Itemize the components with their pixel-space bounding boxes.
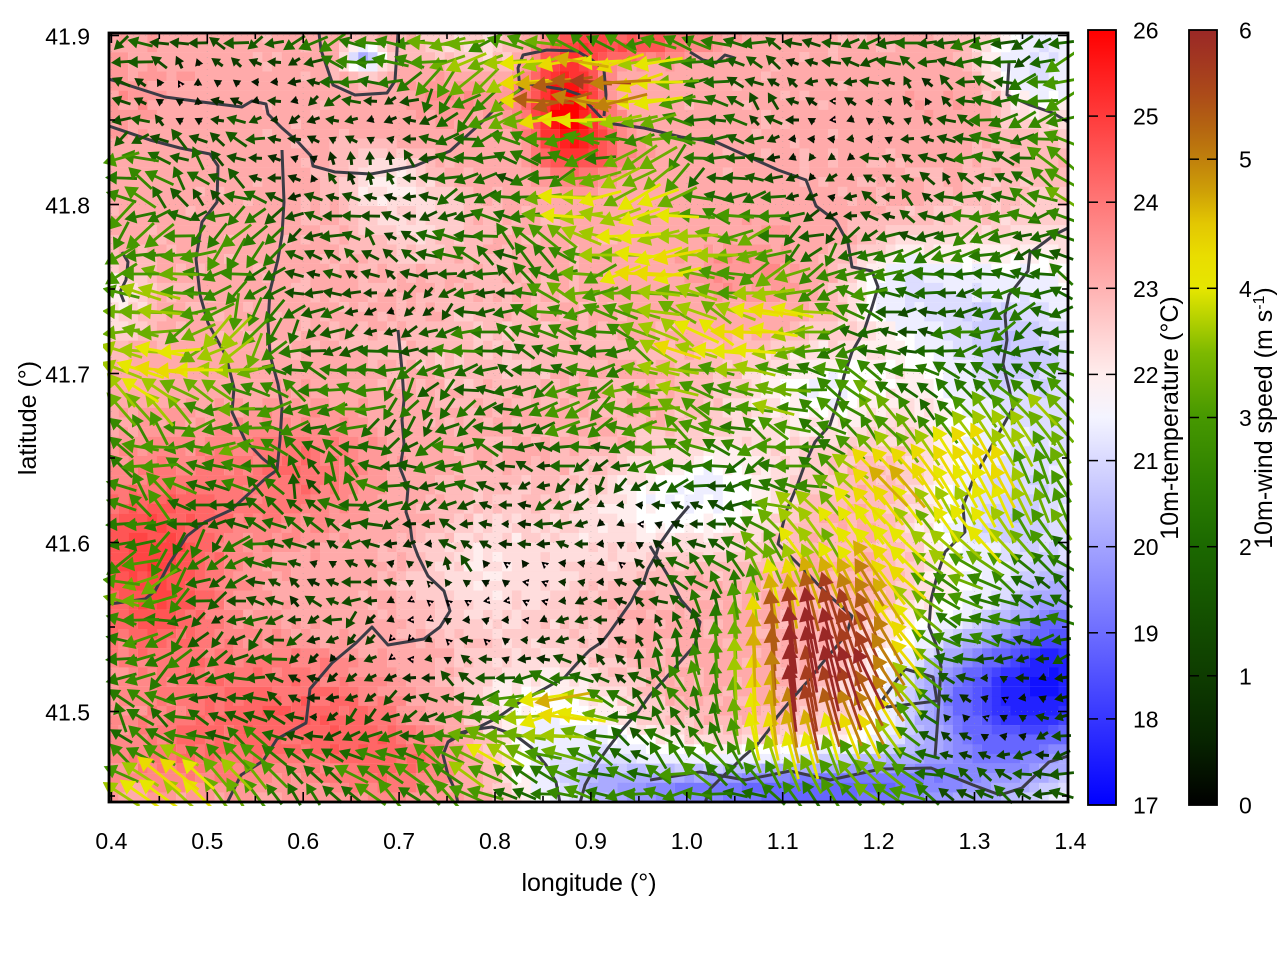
svg-text:0.9: 0.9 [575,828,607,854]
svg-text:41.9: 41.9 [45,24,90,50]
svg-text:23: 23 [1133,276,1159,302]
svg-text:18: 18 [1133,706,1159,732]
svg-text:0.8: 0.8 [479,828,511,854]
svg-text:0.6: 0.6 [287,828,319,854]
svg-text:25: 25 [1133,104,1159,130]
svg-text:20: 20 [1133,534,1159,560]
svg-text:26: 26 [1133,18,1159,44]
svg-text:3: 3 [1239,405,1252,431]
svg-text:19: 19 [1133,620,1159,646]
svg-text:22: 22 [1133,362,1159,388]
svg-text:1.0: 1.0 [671,828,703,854]
svg-text:41.8: 41.8 [45,193,90,219]
svg-text:1.4: 1.4 [1054,828,1086,854]
svg-text:24: 24 [1133,190,1159,216]
svg-text:10m-temperature (°C): 10m-temperature (°C) [1156,296,1184,539]
svg-text:21: 21 [1133,448,1159,474]
svg-text:0.7: 0.7 [383,828,415,854]
svg-text:4: 4 [1239,276,1252,302]
svg-text:longitude (°): longitude (°) [521,869,656,897]
svg-text:2: 2 [1239,534,1252,560]
svg-text:0.4: 0.4 [95,828,127,854]
svg-text:41.6: 41.6 [45,531,90,557]
svg-text:6: 6 [1239,18,1252,44]
svg-text:10m-wind speed (m s-1): 10m-wind speed (m s-1) [1250,287,1278,549]
svg-text:1.1: 1.1 [767,828,799,854]
svg-text:1: 1 [1239,663,1252,689]
svg-text:0: 0 [1239,793,1252,819]
svg-text:41.7: 41.7 [45,362,90,388]
svg-text:1.3: 1.3 [959,828,991,854]
svg-text:17: 17 [1133,793,1159,819]
svg-text:41.5: 41.5 [45,700,90,726]
svg-text:1.2: 1.2 [863,828,895,854]
svg-text:latitude (°): latitude (°) [14,361,42,475]
svg-text:0.5: 0.5 [191,828,223,854]
svg-text:5: 5 [1239,147,1252,173]
